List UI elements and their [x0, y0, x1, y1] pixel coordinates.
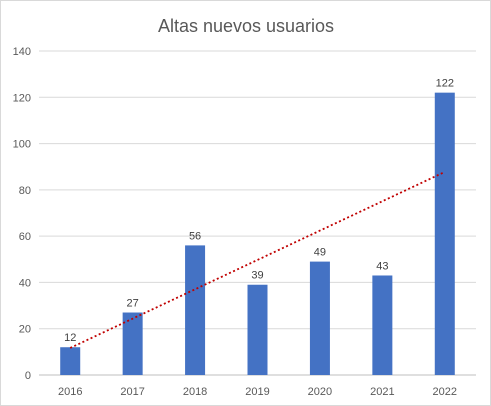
x-tick-label: 2021 — [370, 386, 394, 398]
bar-2017 — [122, 312, 143, 375]
x-tick-label: 2018 — [183, 386, 207, 398]
trendline — [69, 171, 446, 349]
bar-2022 — [434, 92, 455, 376]
data-label: 43 — [376, 260, 388, 272]
x-tick-label: 2020 — [308, 386, 332, 398]
y-tick-label: 40 — [19, 277, 31, 289]
x-tick-label: 2019 — [245, 386, 269, 398]
data-label: 27 — [127, 298, 139, 310]
trendline-line — [69, 171, 446, 349]
bar-2020 — [309, 261, 330, 375]
data-label: 39 — [251, 270, 263, 282]
x-tick-label: 2016 — [58, 386, 82, 398]
data-label: 49 — [314, 247, 326, 259]
data-label: 122 — [436, 78, 454, 90]
data-label: 56 — [189, 230, 201, 242]
y-tick-label: 120 — [13, 92, 31, 104]
x-tick-label: 2017 — [120, 386, 144, 398]
bar-2018 — [185, 245, 206, 375]
data-labels: 12 27 56 39 49 43 122 — [64, 78, 454, 345]
y-tick-label: 80 — [19, 185, 31, 197]
y-tick-label: 140 — [13, 46, 31, 58]
bars — [60, 92, 455, 376]
y-tick-label: 0 — [25, 370, 31, 382]
y-axis-ticks: 0 20 40 60 80 100 120 140 — [13, 46, 31, 382]
y-tick-label: 60 — [19, 231, 31, 243]
bar-2019 — [247, 284, 268, 375]
chart-title: Altas nuevos usuarios — [158, 16, 334, 36]
y-tick-label: 100 — [13, 139, 31, 151]
bar-2021 — [372, 275, 393, 375]
y-tick-label: 20 — [19, 324, 31, 336]
x-tick-label: 2022 — [433, 386, 457, 398]
bar-2016 — [60, 347, 81, 375]
data-label: 12 — [64, 332, 76, 344]
x-axis-ticks: 2016 2017 2018 2019 2020 2021 2022 — [58, 386, 457, 398]
